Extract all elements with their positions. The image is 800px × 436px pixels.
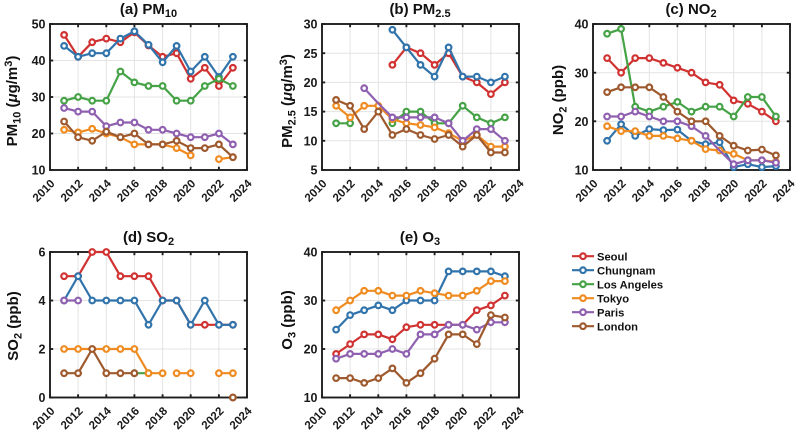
svg-text:Chungnam: Chungnam <box>597 266 655 278</box>
svg-text:10: 10 <box>575 164 589 178</box>
svg-text:30: 30 <box>304 294 318 308</box>
svg-text:London: London <box>597 322 638 334</box>
svg-text:40: 40 <box>304 246 318 260</box>
svg-text:0: 0 <box>39 391 46 405</box>
svg-text:15: 15 <box>304 105 318 119</box>
svg-text:10: 10 <box>304 134 318 148</box>
svg-text:5: 5 <box>311 164 318 178</box>
svg-text:6: 6 <box>39 246 46 260</box>
svg-text:(c) NO2: (c) NO2 <box>665 1 716 20</box>
svg-text:30: 30 <box>575 66 589 80</box>
svg-text:O3 (ppb): O3 (ppb) <box>279 290 299 349</box>
svg-text:20: 20 <box>304 343 318 357</box>
svg-text:40: 40 <box>32 54 46 68</box>
svg-text:20: 20 <box>575 115 589 129</box>
svg-text:(d) SO2: (d) SO2 <box>123 229 174 248</box>
svg-text:2: 2 <box>39 343 46 357</box>
svg-text:NO2 (ppb): NO2 (ppb) <box>550 65 570 135</box>
svg-text:(e) O3: (e) O3 <box>400 229 440 248</box>
svg-text:50: 50 <box>32 18 46 32</box>
svg-text:(a) PM10: (a) PM10 <box>120 1 177 20</box>
svg-text:SO2 (ppb): SO2 (ppb) <box>5 291 25 360</box>
svg-text:30: 30 <box>304 18 318 32</box>
svg-text:10: 10 <box>304 391 318 405</box>
svg-text:Los Angeles: Los Angeles <box>597 280 663 292</box>
svg-text:4: 4 <box>39 294 46 308</box>
svg-text:Paris: Paris <box>597 308 624 320</box>
svg-text:25: 25 <box>304 47 318 61</box>
svg-text:10: 10 <box>32 164 46 178</box>
svg-text:20: 20 <box>32 127 46 141</box>
svg-text:20: 20 <box>304 76 318 90</box>
svg-text:Tokyo: Tokyo <box>597 294 629 306</box>
svg-text:30: 30 <box>32 91 46 105</box>
svg-text:Seoul: Seoul <box>597 252 627 264</box>
svg-text:PM2.5 (μg/m3): PM2.5 (μg/m3) <box>278 54 299 148</box>
svg-text:40: 40 <box>575 18 589 32</box>
svg-text:PM10 (μg/m3): PM10 (μg/m3) <box>3 56 24 147</box>
